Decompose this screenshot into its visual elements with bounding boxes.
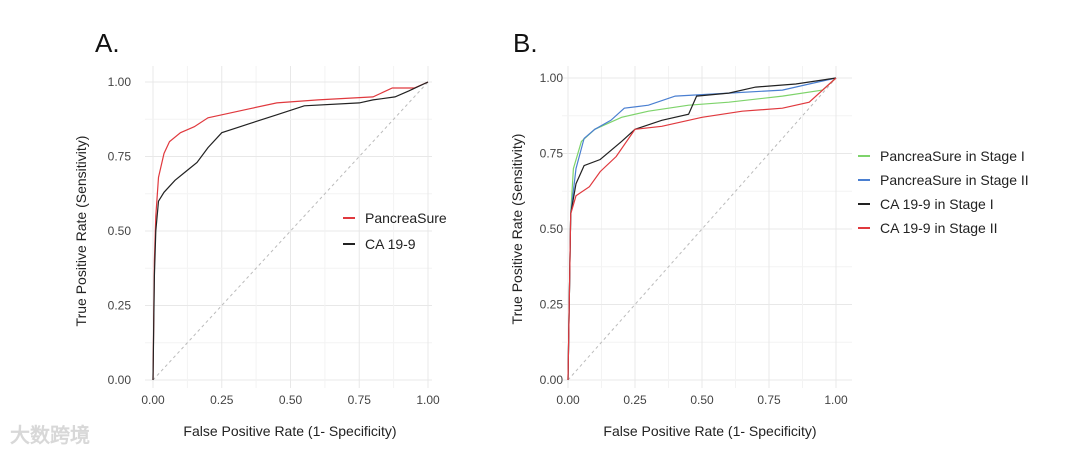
x-axis-label: False Positive Rate (1- Specificity) <box>183 423 396 439</box>
y-tick-label: 1.00 <box>540 71 564 85</box>
chart-panel-a: 0.00 0.25 0.50 0.75 1.00 0.00 0.25 0.50 0.75 1.00… <box>73 28 447 439</box>
x-tick-label: 0.00 <box>141 393 165 407</box>
y-axis-label: True Positive Rate (Sensitivity) <box>509 134 525 325</box>
legend-label: PancreaSure in Stage II <box>880 172 1029 188</box>
x-tick-label: 1.00 <box>824 393 848 407</box>
chart-panel-b: 0.00 0.25 0.50 0.75 1.00 0.00 0.25 0.50 0.75 1.00… <box>509 28 1029 439</box>
panel-label: A. <box>95 28 120 58</box>
legend-label: PancreaSure in Stage I <box>880 148 1025 164</box>
roc-curve-pancreasure-in-stage-i <box>567 77 837 381</box>
roc-curve-pancreasure <box>152 81 429 381</box>
roc-curve-ca-19-9-in-stage-ii <box>567 77 837 381</box>
reference-diagonal <box>152 81 429 381</box>
panel-label: B. <box>513 28 538 58</box>
reference-diagonal <box>567 77 837 381</box>
y-tick-label: 0.75 <box>540 147 564 161</box>
y-axis-label: True Positive Rate (Sensitivity) <box>73 136 89 327</box>
y-tick-label: 1.00 <box>108 75 132 89</box>
x-tick-label: 0.25 <box>210 393 234 407</box>
y-tick-label: 0.25 <box>108 299 132 313</box>
roc-curve-ca-19-9-in-stage-i <box>567 77 837 381</box>
x-tick-label: 0.50 <box>279 393 303 407</box>
legend-label: CA 19-9 in Stage I <box>880 196 994 212</box>
x-tick-label: 0.75 <box>757 393 781 407</box>
x-axis-label: False Positive Rate (1- Specificity) <box>603 423 816 439</box>
x-tick-label: 1.00 <box>416 393 440 407</box>
y-tick-label: 0.50 <box>108 224 132 238</box>
y-tick-label: 0.75 <box>108 150 132 164</box>
x-tick-label: 0.25 <box>623 393 647 407</box>
watermark: 大数跨境 <box>10 423 90 447</box>
x-tick-label: 0.00 <box>556 393 580 407</box>
x-tick-label: 0.75 <box>348 393 372 407</box>
y-tick-label: 0.00 <box>108 373 132 387</box>
y-tick-label: 0.25 <box>540 298 564 312</box>
roc-curve-ca-19-9 <box>152 81 429 381</box>
y-tick-label: 0.50 <box>540 222 564 236</box>
legend-label: CA 19-9 <box>365 236 416 252</box>
legend-label: CA 19-9 in Stage II <box>880 220 998 236</box>
legend-label: PancreaSure <box>365 210 447 226</box>
roc-curve-pancreasure-in-stage-ii <box>567 77 837 381</box>
x-tick-label: 0.50 <box>690 393 714 407</box>
y-tick-label: 0.00 <box>540 373 564 387</box>
